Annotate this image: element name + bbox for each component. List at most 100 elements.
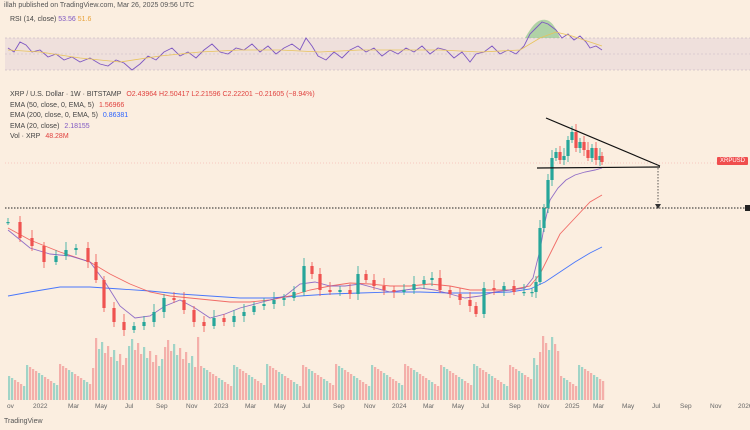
volume-bar (395, 381, 398, 400)
candle-body (122, 322, 126, 330)
volume-bar (257, 381, 260, 400)
volume-label[interactable]: Vol · XRP (10, 133, 41, 140)
volume-bar (371, 365, 374, 400)
volume-bar (350, 374, 353, 400)
symbol-title[interactable]: XRP / U.S. Dollar · 1W · BITSTAMP (10, 91, 122, 98)
volume-bar (191, 356, 194, 400)
volume-bar (248, 375, 251, 400)
x-axis-label: Nov (186, 403, 198, 410)
volume-bar (554, 344, 557, 400)
volume-bar (386, 375, 389, 400)
volume-bar (56, 385, 59, 400)
candle-body (430, 278, 434, 280)
volume-bar (83, 380, 86, 400)
volume-bar (488, 374, 491, 400)
candle-body (364, 274, 368, 280)
candle-body (272, 300, 276, 304)
volume-bar (539, 352, 542, 400)
volume-bar (167, 340, 170, 400)
volume-row: Vol · XRP 48.28M (10, 132, 318, 143)
rsi-line (7, 21, 603, 71)
volume-bar (587, 371, 590, 400)
volume-bar (227, 384, 230, 400)
candle-body (598, 156, 602, 160)
volume-bar (158, 366, 161, 400)
volume-bar (98, 349, 101, 400)
volume-bar (50, 381, 53, 400)
volume-bar (374, 367, 377, 400)
volume-bar (260, 383, 263, 400)
ema50-row: EMA (50, close, 0, EMA, 5) 1.56966 (10, 101, 318, 112)
volume-bar (71, 372, 74, 400)
volume-bar (26, 365, 29, 400)
candle-body (6, 222, 10, 224)
volume-bar (197, 337, 200, 400)
volume-bar (212, 374, 215, 400)
volume-bar (590, 373, 593, 400)
volume-bar (416, 372, 419, 400)
candle-body (328, 290, 332, 292)
volume-bar (332, 385, 335, 400)
triangle-lower-trendline (536, 166, 661, 169)
volume-bar (479, 368, 482, 400)
volume-bar (443, 367, 446, 400)
x-axis-label: Sep (680, 403, 692, 410)
volume-bar (428, 380, 431, 400)
volume-bar (383, 373, 386, 400)
volume-bar (95, 338, 98, 400)
x-axis-label: May (452, 403, 465, 410)
candle-body (512, 286, 516, 292)
rsi-ma-value: 51.6 (77, 16, 92, 23)
volume-bar (473, 364, 476, 400)
volume-bar (8, 376, 11, 400)
volume-bar (341, 368, 344, 400)
x-axis[interactable]: ov 2022 Mar May Jul Sep Nov 2023 Mar May Jul Sep Nov… (0, 402, 750, 414)
candle-body (566, 140, 570, 156)
candles (6, 124, 604, 336)
candle-body (282, 298, 286, 300)
volume-bar (137, 343, 140, 400)
candle-body (94, 262, 98, 280)
tradingview-footer[interactable]: TradingView (4, 418, 43, 425)
volume-bar (329, 383, 332, 400)
volume-bar (101, 342, 104, 400)
volume-bar (440, 365, 443, 400)
volume-bar (536, 365, 539, 400)
candle-body (64, 250, 68, 256)
volume-bar (89, 384, 92, 400)
candle-body (202, 322, 206, 326)
x-axis-label: May (274, 403, 287, 410)
candle-body (310, 266, 314, 274)
volume-bar (182, 359, 185, 400)
volume-bar (128, 346, 131, 400)
volume-bar (17, 382, 20, 400)
ema20-label[interactable]: EMA (20, close) (10, 122, 60, 130)
volume-bar (509, 365, 512, 400)
ema200-label[interactable]: EMA (200, close, 0, EMA, 5) (10, 112, 98, 119)
volume-bar (242, 371, 245, 400)
volume-bar (584, 369, 587, 400)
volume-bar (74, 374, 77, 400)
volume-bar (470, 385, 473, 400)
volume-bar (467, 383, 470, 400)
volume-bar (407, 366, 410, 400)
candle-body (448, 290, 452, 294)
ema50-label[interactable]: EMA (50, close, 0, EMA, 5) (10, 101, 95, 109)
candle-body (534, 282, 538, 292)
volume-bar (164, 347, 167, 400)
volume-bar (542, 336, 545, 400)
volume-bar (194, 367, 197, 400)
volume-bar (80, 378, 83, 400)
candle-body (74, 248, 78, 250)
volume-bar (461, 379, 464, 400)
volume-bar (449, 371, 452, 400)
candle-body (586, 150, 590, 158)
candle-body (412, 284, 416, 290)
candle-body (182, 300, 186, 310)
publisher-header: illah published on TradingView.com, Mar … (4, 2, 195, 9)
volume-bar (173, 344, 176, 400)
volume-bar (209, 372, 212, 400)
volume-bar (20, 384, 23, 400)
volume-bar (200, 366, 203, 400)
